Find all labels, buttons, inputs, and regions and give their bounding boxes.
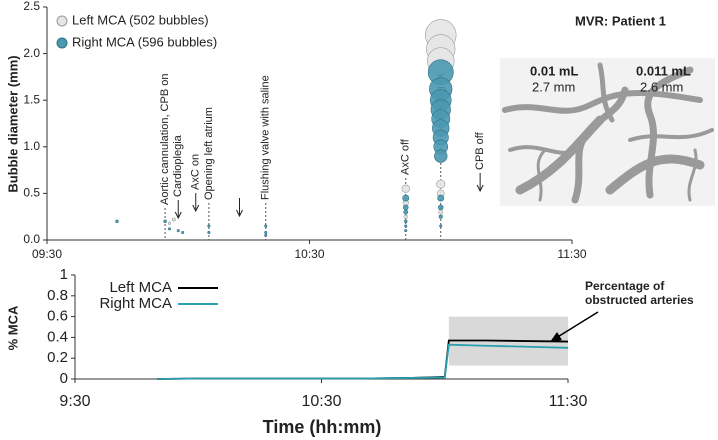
y-tick-label: 0.4 bbox=[47, 328, 68, 345]
bubble bbox=[404, 219, 408, 224]
y-tick-label: 0.0 bbox=[23, 232, 40, 246]
inset-label: 2.6 mm bbox=[640, 79, 683, 94]
y-tick-label: 0 bbox=[60, 370, 68, 387]
arrow-head bbox=[236, 209, 243, 218]
x-tick-label: 10:30 bbox=[301, 393, 341, 410]
bubble bbox=[438, 214, 443, 219]
series-line bbox=[157, 343, 569, 380]
bubble bbox=[168, 227, 172, 231]
bubble bbox=[403, 214, 408, 219]
bubble bbox=[403, 209, 409, 215]
legend-marker bbox=[56, 37, 68, 49]
bubble bbox=[264, 233, 268, 237]
arrow-head bbox=[192, 204, 200, 213]
bubble bbox=[434, 149, 448, 163]
y-tick-label: 0.5 bbox=[23, 186, 40, 200]
bubble bbox=[264, 224, 268, 228]
legend-marker bbox=[56, 15, 68, 27]
bubble bbox=[167, 221, 172, 225]
event-label: Aortic cannulation, CPB on bbox=[159, 74, 171, 205]
bubble bbox=[437, 194, 445, 202]
inset-label: 2.7 mm bbox=[532, 79, 575, 94]
annotation: obstructed arteries bbox=[585, 293, 694, 307]
bubble bbox=[402, 194, 410, 202]
y-tick-label: 1 bbox=[60, 266, 68, 283]
bubble bbox=[404, 224, 408, 228]
legend-label: Left MCA bbox=[109, 279, 172, 296]
y-axis-label: Bubble diameter (mm) bbox=[5, 55, 20, 192]
bubble bbox=[438, 209, 444, 215]
bubble bbox=[404, 229, 408, 233]
event-label: AxC on bbox=[190, 154, 202, 190]
bubble bbox=[207, 224, 211, 228]
bubble bbox=[264, 231, 268, 235]
inset-label: 0.011 mL bbox=[636, 63, 691, 78]
bubble bbox=[436, 179, 446, 189]
bubble bbox=[176, 229, 180, 233]
x-tick-label: 11:30 bbox=[549, 393, 588, 410]
bubble bbox=[439, 224, 443, 228]
bubble bbox=[115, 219, 119, 224]
bubble bbox=[402, 204, 409, 211]
annotation: Percentage of bbox=[585, 279, 665, 293]
inset-image bbox=[500, 58, 715, 206]
arrow-head bbox=[476, 184, 484, 193]
arrow-head bbox=[550, 332, 562, 342]
event-label: Opening left atrium bbox=[203, 107, 215, 200]
bubble bbox=[207, 231, 211, 235]
legend-label: Right MCA bbox=[99, 295, 172, 312]
x-tick-label: 10:30 bbox=[294, 247, 324, 261]
y-axis-label: % MCA bbox=[5, 305, 20, 350]
annotation-arrow bbox=[555, 311, 599, 339]
x-axis-label: Time (hh:mm) bbox=[263, 417, 382, 437]
vessels bbox=[502, 62, 714, 204]
legend-label: Right MCA (596 bubbles) bbox=[72, 34, 217, 49]
x-tick-label: 11:30 bbox=[557, 247, 586, 261]
bubble bbox=[172, 217, 176, 222]
x-tick-label: 9:30 bbox=[59, 393, 90, 410]
legend-label: Left MCA (502 bubbles) bbox=[72, 12, 209, 27]
y-tick-label: 2.0 bbox=[23, 46, 40, 60]
bubble bbox=[437, 204, 444, 211]
event-label: Flushing valve with saline bbox=[260, 75, 272, 200]
y-tick-label: 1.0 bbox=[23, 139, 40, 153]
y-tick-label: 2.5 bbox=[23, 0, 40, 13]
inset-label: 0.01 mL bbox=[530, 63, 578, 78]
event-label: Cardioplegia bbox=[172, 134, 184, 197]
y-tick-label: 0.2 bbox=[47, 349, 68, 366]
y-tick-label: 0.6 bbox=[47, 308, 68, 325]
event-label: CPB off bbox=[474, 131, 486, 170]
bubble bbox=[163, 219, 167, 224]
y-tick-label: 1.5 bbox=[23, 92, 40, 106]
bubble bbox=[401, 184, 410, 193]
x-tick-label: 09:30 bbox=[32, 247, 62, 261]
y-tick-label: 0.8 bbox=[47, 287, 68, 304]
arrow-head bbox=[174, 211, 182, 220]
event-label: AxC off bbox=[400, 138, 412, 175]
chart-title: MVR: Patient 1 bbox=[575, 13, 666, 28]
bubble bbox=[181, 231, 185, 235]
